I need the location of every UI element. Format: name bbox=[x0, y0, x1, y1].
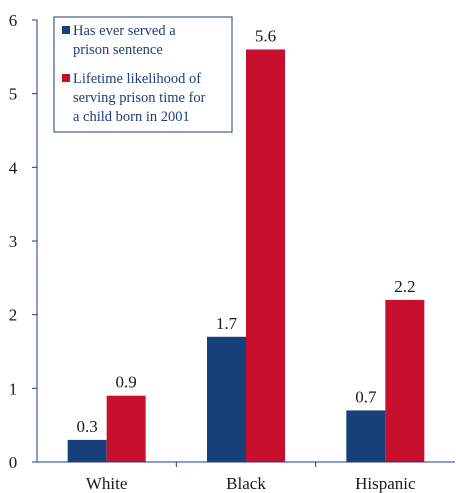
data-label-white-series-1: 0.3 bbox=[77, 417, 98, 436]
bar-black-series-2 bbox=[246, 49, 285, 462]
bar-hispanic-series-2 bbox=[385, 299, 425, 462]
data-label-black-series-2: 5.6 bbox=[255, 26, 276, 45]
y-tick-label-1: 1 bbox=[9, 379, 18, 398]
y-tick-label-5: 5 bbox=[9, 85, 18, 104]
y-tick-label-6: 6 bbox=[9, 11, 18, 30]
legend-swatch-series-1 bbox=[62, 26, 70, 34]
y-tick-label-4: 4 bbox=[9, 158, 18, 177]
labels-layer: 0.3 0.9 1.7 5.6 0.7 2.2 0 1 2 3 4 5 6 White Black Hispa… bbox=[9, 11, 416, 493]
data-label-white-series-2: 0.9 bbox=[116, 373, 137, 392]
legend-swatch-series-2 bbox=[62, 74, 70, 82]
bars-layer bbox=[67, 49, 425, 462]
bar-white-series-2 bbox=[106, 395, 146, 462]
legend-label-series-1-line-2: prison sentence bbox=[73, 42, 163, 58]
data-label-hispanic-series-2: 2.2 bbox=[394, 277, 415, 296]
data-label-black-series-1: 1.7 bbox=[216, 314, 238, 333]
category-label-hispanic: Hispanic bbox=[355, 474, 416, 493]
y-tick-label-2: 2 bbox=[9, 306, 18, 325]
legend-box bbox=[53, 16, 233, 133]
legend-label-series-2-line-2: serving prison time for bbox=[73, 90, 206, 106]
axis-layer bbox=[32, 19, 455, 467]
y-tick-label-3: 3 bbox=[9, 232, 18, 251]
category-label-black: Black bbox=[226, 474, 266, 493]
legend-label-series-1-line-1: Has ever served a bbox=[73, 23, 176, 39]
bar-white-series-1 bbox=[67, 439, 107, 462]
legend-label-series-2-line-1: Lifetime likelihood of bbox=[73, 71, 201, 87]
bar-hispanic-series-1 bbox=[346, 410, 386, 462]
category-label-white: White bbox=[86, 474, 128, 493]
bar-black-series-1 bbox=[207, 336, 246, 462]
legend: Has ever served a prison sentence Lifetime… bbox=[53, 16, 233, 133]
y-tick-label-0: 0 bbox=[9, 453, 18, 472]
data-label-hispanic-series-1: 0.7 bbox=[355, 387, 377, 406]
legend-label-series-2-line-3: a child born in 2001 bbox=[73, 109, 190, 125]
